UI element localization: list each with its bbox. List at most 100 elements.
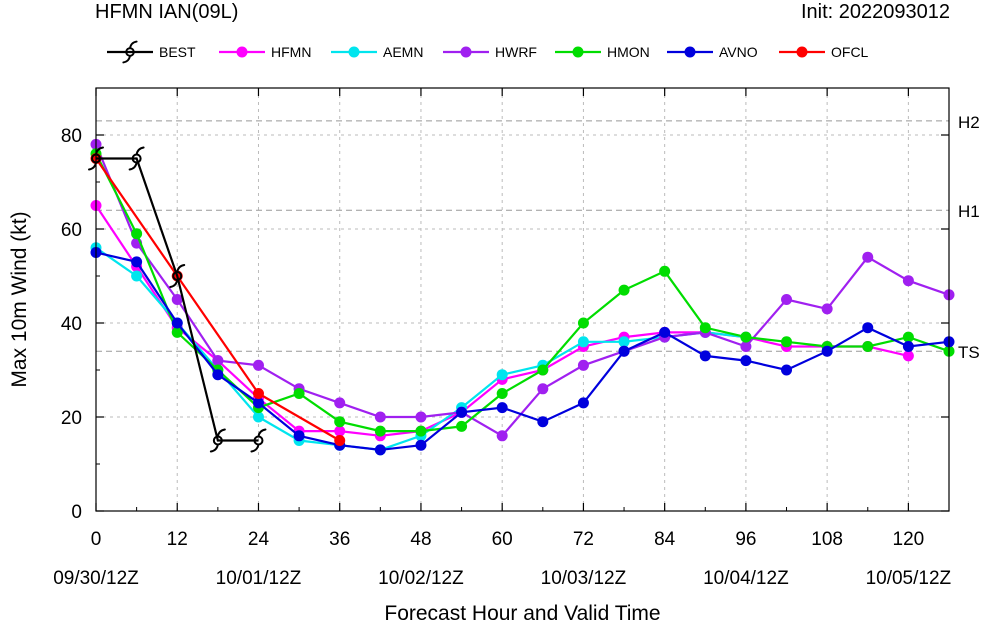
series-point [374, 411, 386, 423]
series-point [537, 416, 549, 428]
legend-label: AEMN [383, 44, 423, 60]
hurricane-marker [169, 264, 186, 288]
date-tick-label: 10/05/12Z [866, 568, 952, 589]
series-hwrf [90, 138, 955, 442]
legend-label: HWRF [495, 44, 537, 60]
series-point [496, 369, 508, 381]
hurricane-arm [209, 443, 219, 453]
date-tick-label: 10/03/12Z [541, 568, 627, 589]
legend-label: HFMN [271, 44, 311, 60]
series-point [252, 411, 264, 423]
x-tick-label: 24 [248, 529, 270, 550]
series-line [95, 157, 341, 442]
hurricane-arm [88, 161, 97, 171]
series-point [577, 359, 589, 371]
legend-swatch-marker [460, 46, 472, 58]
series-point [537, 364, 549, 376]
hurricane-marker [128, 146, 145, 171]
y-tick-label: 20 [61, 408, 82, 429]
series-point [415, 411, 427, 423]
y-tick-label: 60 [61, 220, 82, 241]
x-tick-label: 108 [811, 529, 843, 550]
legend-item-hmon: HMON [555, 44, 650, 60]
x-tick-label: 0 [91, 529, 102, 550]
legend-label: HMON [607, 44, 650, 60]
series-point [577, 397, 589, 409]
hurricane-arm [129, 40, 138, 50]
series-point [699, 350, 711, 362]
series-point [577, 317, 589, 329]
series-line [96, 157, 259, 442]
series-point [293, 388, 305, 399]
x-tick-label: 120 [893, 529, 925, 550]
threshold-label: H1 [958, 202, 980, 221]
series-point [902, 331, 914, 343]
series-point [415, 439, 427, 451]
series-point [618, 284, 630, 296]
hurricane-arm [250, 443, 260, 453]
series-point [618, 345, 630, 357]
series-point [659, 265, 671, 277]
series-hmon [90, 148, 955, 437]
series-point [334, 435, 346, 446]
x-tick-label: 12 [167, 529, 188, 550]
series-point [334, 416, 346, 428]
series-point [131, 228, 143, 240]
series-point [171, 294, 183, 305]
series-point [902, 350, 914, 362]
x-axis-label: Forecast Hour and Valid Time [384, 602, 660, 624]
series-point [862, 251, 874, 263]
hurricane-arm [122, 54, 131, 64]
series-point [252, 397, 264, 409]
hurricane-arm [176, 264, 186, 273]
legend-item-aemn: AEMN [331, 44, 423, 60]
date-tick-label: 10/01/12Z [216, 568, 302, 589]
hurricane-arm [257, 428, 267, 438]
series-point [131, 270, 143, 282]
y-tick-label: 0 [71, 502, 82, 523]
series-point [740, 355, 752, 367]
legend-swatch-marker [796, 46, 808, 58]
series-point [862, 341, 874, 352]
series-point [293, 430, 305, 442]
legend-swatch-marker [236, 46, 248, 58]
series-point [821, 345, 833, 357]
hurricane-marker [122, 40, 138, 64]
series-point [618, 336, 630, 348]
series-point [374, 444, 386, 456]
date-tick-label: 10/04/12Z [703, 568, 789, 589]
legend-item-ofcl: OFCL [779, 44, 869, 60]
y-tick-label: 80 [61, 126, 82, 147]
series-line [95, 153, 950, 433]
legend-swatch-marker [348, 46, 360, 58]
series-ofcl [90, 153, 346, 446]
init-time: Init: 2022093012 [800, 1, 950, 23]
series-point [496, 430, 508, 442]
hurricane-arm [216, 428, 226, 438]
series-point [902, 275, 914, 287]
plot-frame [95, 87, 950, 512]
chart-title: HFMN IAN(09L) [95, 1, 239, 23]
series-point [862, 322, 874, 334]
x-tick-label: 48 [410, 529, 431, 550]
series-avno [90, 247, 955, 456]
hurricane-arm [135, 146, 145, 156]
series-point [496, 388, 508, 399]
series-point [212, 355, 224, 367]
legend-item-best: BEST [107, 40, 196, 64]
series-point [496, 402, 508, 414]
x-tick-label: 96 [735, 529, 756, 550]
legend: BEST HFMN AEMN HWRF HMON AVNO OFCL [107, 40, 869, 64]
hurricane-arm [128, 161, 138, 171]
series-point [212, 369, 224, 381]
date-tick-label: 10/02/12Z [378, 568, 464, 589]
series-point [902, 341, 914, 352]
series-point [781, 336, 793, 348]
legend-item-avno: AVNO [667, 44, 758, 60]
hurricane-marker [209, 428, 226, 453]
threshold-label: H2 [958, 113, 980, 132]
series-best [88, 146, 267, 453]
x-tick-label: 36 [329, 529, 350, 550]
series-point [456, 406, 468, 418]
